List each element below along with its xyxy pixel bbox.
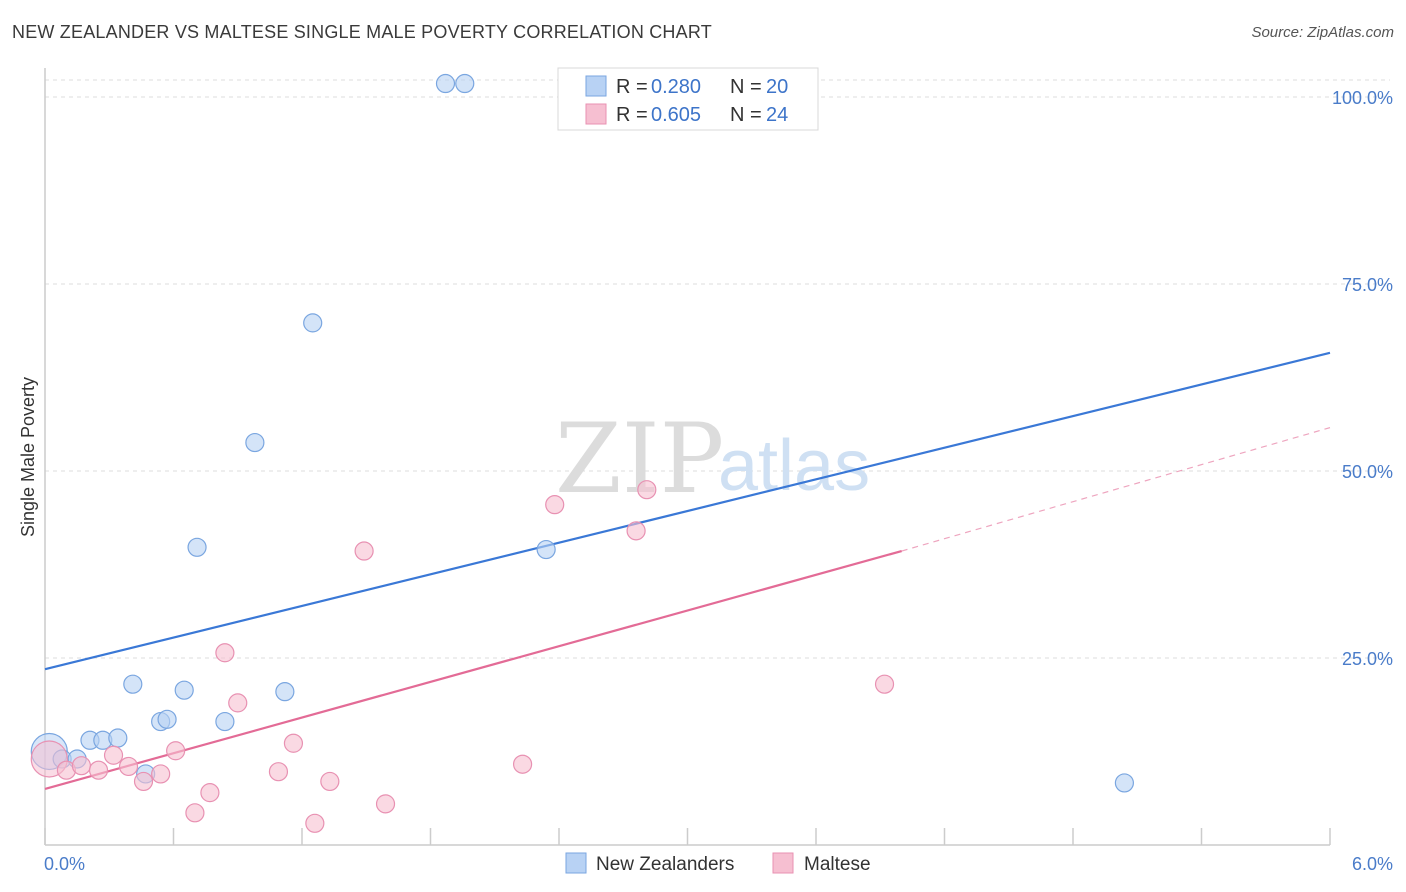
point-maltese-16 [320,771,340,792]
gridlines [45,79,1390,659]
point-new-zealanders-19 [1114,773,1135,793]
legend-swatch-new-zealanders [565,852,587,874]
watermark: ZIP atlas [555,403,870,515]
stats-r-label-1: R = [616,76,648,98]
legend-label-maltese: Maltese [804,854,871,875]
point-new-zealanders-16 [435,73,456,94]
point-maltese-6 [133,771,154,792]
y-tick-label-100: 100.0% [1332,88,1393,108]
stats-n-value-1: 20 [766,76,788,98]
point-new-zealanders-12 [215,711,235,732]
stats-legend: R = 0.280 N = 20 R = 0.605 N = 24 [557,67,819,131]
point-new-zealanders-11 [187,537,207,557]
y-tick-label-75: 75.0% [1342,275,1393,295]
y-tick-label-25: 25.0% [1342,649,1393,669]
data-points [30,73,1135,833]
trend-line-maltese-extension [901,427,1331,552]
point-maltese-8 [166,741,186,761]
stats-r-value-1: 0.280 [651,76,701,98]
stats-r-label-2: R = [616,104,648,126]
trend-lines [44,351,1331,790]
point-maltese-5 [118,756,139,777]
point-maltese-3 [88,760,109,780]
legend-label-new-zealanders: New Zealanders [596,854,734,875]
point-new-zealanders-18 [536,539,556,560]
stats-legend-swatch-blue [585,75,607,97]
point-new-zealanders-17 [455,73,475,94]
point-maltese-13 [268,762,289,782]
series-legend: New Zealanders Maltese [565,852,871,875]
point-maltese-9 [185,803,205,823]
point-new-zealanders-15 [303,313,323,333]
point-new-zealanders-6 [123,674,143,694]
chart-title: NEW ZEALANDER VS MALTESE SINGLE MALE POV… [12,22,712,42]
point-new-zealanders-9 [157,709,177,729]
stats-legend-swatch-pink [585,103,607,125]
point-maltese-23 [874,674,895,694]
point-maltese-7 [151,764,171,784]
point-maltese-2 [71,756,92,776]
stats-r-value-2: 0.605 [651,104,701,126]
point-maltese-20 [545,495,565,515]
point-new-zealanders-13 [245,432,265,453]
point-maltese-18 [375,794,396,814]
point-maltese-4 [103,745,124,765]
point-maltese-17 [354,541,374,561]
axes [44,68,1331,846]
tick-labels: 25.0% 50.0% 75.0% 100.0% 0.0% 6.0% [44,88,1393,874]
stats-n-label-1: N = [730,76,762,98]
watermark-zip: ZIP [555,403,724,515]
point-maltese-19 [512,754,533,774]
point-maltese-22 [637,480,657,500]
watermark-atlas: atlas [718,426,870,506]
point-maltese-21 [626,521,646,541]
stats-n-label-2: N = [730,104,762,126]
point-maltese-12 [228,693,248,713]
point-maltese-15 [305,813,325,833]
point-maltese-14 [283,733,304,753]
point-new-zealanders-10 [174,680,194,700]
point-new-zealanders-14 [275,682,295,702]
y-tick-label-50: 50.0% [1342,462,1393,482]
stats-n-value-2: 24 [766,104,788,126]
y-axis-label: Single Male Poverty [18,377,38,537]
source-label: Source: ZipAtlas.com [1251,24,1394,41]
trend-line-maltese [44,549,902,790]
x-tick-label-min: 0.0% [44,854,85,874]
trend-line-new-zealanders [44,351,1331,671]
legend-swatch-maltese [772,852,794,874]
point-new-zealanders-5 [108,728,128,748]
point-maltese-11 [215,643,235,663]
point-maltese-10 [200,783,220,803]
x-tick-label-max: 6.0% [1352,854,1393,874]
